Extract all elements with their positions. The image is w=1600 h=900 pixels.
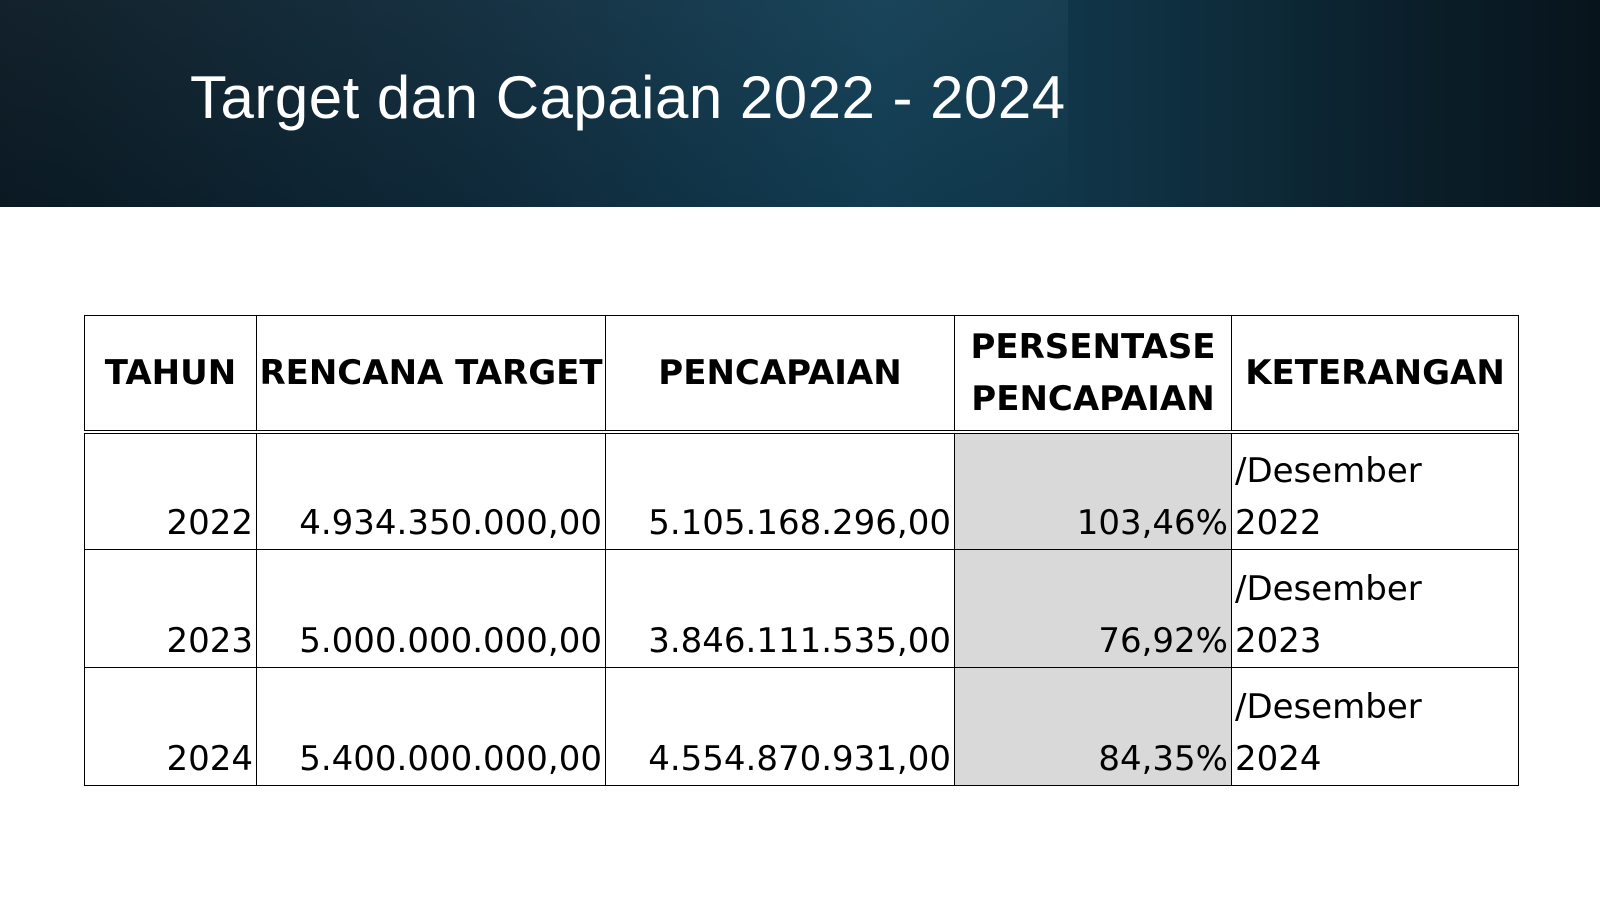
- keterangan-line1: /Desember: [1235, 451, 1422, 491]
- header-rencana-target: RENCANA TARGET: [256, 315, 606, 434]
- keterangan-line2: 2024: [1235, 739, 1322, 779]
- cell-pencapaian: 3.846.111.535,00: [605, 549, 955, 668]
- header-keterangan: KETERANGAN: [1231, 315, 1519, 434]
- keterangan-line1: /Desember: [1235, 687, 1422, 727]
- cell-persentase: 84,35%: [954, 667, 1232, 786]
- cell-persentase: 103,46%: [954, 431, 1232, 550]
- table-row: 2024 5.400.000.000,00 4.554.870.931,00 8…: [84, 667, 1519, 786]
- cell-rencana-target: 5.400.000.000,00: [256, 667, 606, 786]
- table-row: 2023 5.000.000.000,00 3.846.111.535,00 7…: [84, 549, 1519, 668]
- keterangan-line2: 2023: [1235, 621, 1322, 661]
- header-pencapaian: PENCAPAIAN: [605, 315, 955, 434]
- cell-tahun: 2023: [84, 549, 257, 668]
- cell-tahun: 2022: [84, 431, 257, 550]
- table-row: 2022 4.934.350.000,00 5.105.168.296,00 1…: [84, 431, 1519, 550]
- cell-tahun: 2024: [84, 667, 257, 786]
- header-persentase-line1: PERSENTASE: [970, 326, 1216, 367]
- table-header-row: TAHUN RENCANA TARGET PENCAPAIAN PERSENTA…: [84, 315, 1519, 434]
- cell-pencapaian: 4.554.870.931,00: [605, 667, 955, 786]
- header-persentase-pencapaian: PERSENTASE PENCAPAIAN: [954, 315, 1232, 434]
- cell-rencana-target: 4.934.350.000,00: [256, 431, 606, 550]
- page-title: Target dan Capaian 2022 - 2024: [190, 64, 1066, 131]
- cell-rencana-target: 5.000.000.000,00: [256, 549, 606, 668]
- keterangan-line1: /Desember: [1235, 569, 1422, 609]
- cell-pencapaian: 5.105.168.296,00: [605, 431, 955, 550]
- cell-keterangan: /Desember 2022: [1231, 431, 1519, 550]
- keterangan-line2: 2022: [1235, 503, 1322, 543]
- cell-keterangan: /Desember 2024: [1231, 667, 1519, 786]
- target-achievement-table: TAHUN RENCANA TARGET PENCAPAIAN PERSENTA…: [84, 315, 1519, 786]
- title-banner: Target dan Capaian 2022 - 2024: [0, 0, 1600, 207]
- cell-persentase: 76,92%: [954, 549, 1232, 668]
- header-tahun: TAHUN: [84, 315, 257, 434]
- header-persentase-line2: PENCAPAIAN: [971, 378, 1215, 419]
- cell-keterangan: /Desember 2023: [1231, 549, 1519, 668]
